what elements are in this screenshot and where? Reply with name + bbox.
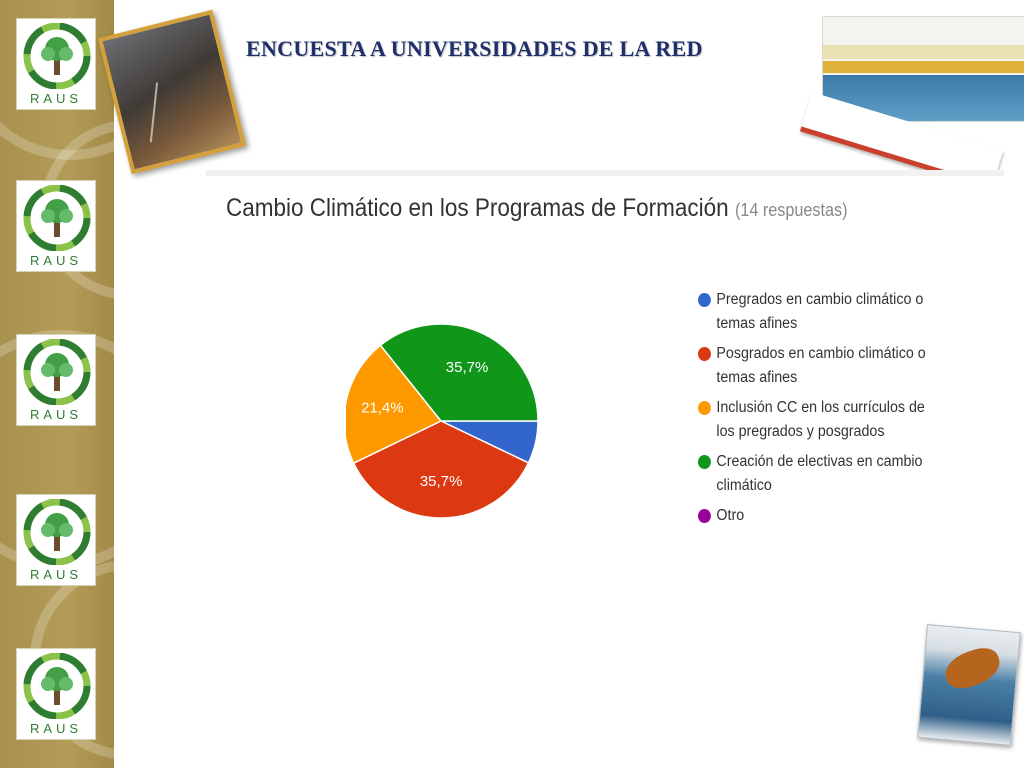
legend-entry: Pregrados en cambio climático o temas af… [698,288,937,336]
pie-chart: 35,7% 21,4% 35,7% [346,323,539,519]
raus-logo: RAUS [16,648,96,740]
legend-dot-icon [698,347,711,361]
legend-entry: Posgrados en cambio climático o temas af… [698,342,937,390]
chart-title: Cambio Climático en los Programas de For… [226,194,848,223]
chart-subtitle: (14 respuestas) [734,200,848,220]
legend-label: Creación de electivas en cambio climátic… [716,453,923,494]
tree-puzzle-icon [23,23,91,89]
legend-dot-icon [698,455,711,469]
slide-title: ENCUESTA A UNIVERSIDADES DE LA RED [246,36,703,61]
legend-entry: Inclusión CC en los currículos de los pr… [698,396,937,444]
tree-puzzle-icon [23,185,91,251]
legend-label: Inclusión CC en los currículos de los pr… [716,399,925,440]
legend-label: Posgrados en cambio climático o temas af… [716,345,926,386]
legend-label: Pregrados en cambio climático o temas af… [716,291,924,332]
raus-logo: RAUS [16,180,96,272]
strategy-book-cover [97,9,247,175]
legend-dot-icon [698,509,711,523]
tree-puzzle-icon [23,653,91,719]
legend-label: Otro [716,507,745,524]
chart-title-text: Cambio Climático en los Programas de For… [226,194,729,222]
chart-panel: Cambio Climático en los Programas de For… [206,170,1004,596]
tree-puzzle-icon [23,499,91,565]
pie-data-label: 21,4% [361,400,404,417]
raus-logo-text: RAUS [29,91,83,106]
raus-logo-text: RAUS [29,567,83,582]
chart-legend: Pregrados en cambio climático o temas af… [698,288,958,534]
report-cover [917,624,1021,746]
raus-logo-text: RAUS [29,407,83,422]
pie-data-label: 35,7% [420,473,463,490]
raus-logo: RAUS [16,334,96,426]
tree-puzzle-icon [23,339,91,405]
raus-logo-text: RAUS [29,721,83,736]
legend-dot-icon [698,401,711,415]
pie-slice-3 [346,344,443,465]
pie-slice-4 [379,323,539,422]
pie-slice-2 [352,420,530,519]
pie-data-label: 35,7% [446,359,489,376]
raus-logo: RAUS [16,18,96,110]
raus-logo: RAUS [16,494,96,586]
raus-logo-text: RAUS [29,253,83,268]
legend-entry: Otro [698,504,937,528]
legend-entry: Creación de electivas en cambio climátic… [698,450,937,498]
legend-dot-icon [698,293,711,307]
left-rail: RAUS RAUS RAUS RAUS RAUS [0,0,114,768]
